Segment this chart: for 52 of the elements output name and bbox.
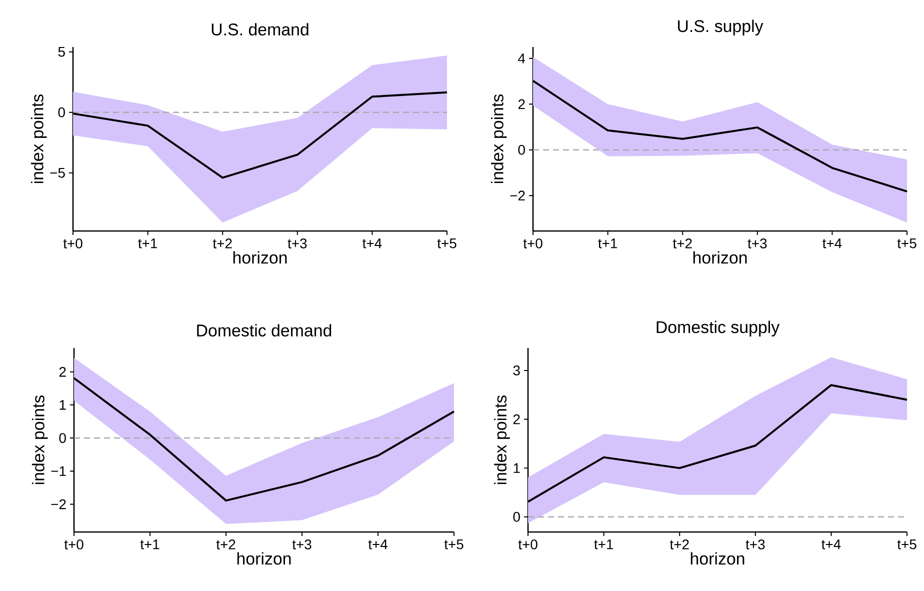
x-tick-label: t+1 — [138, 238, 158, 248]
x-tick-label: t+0 — [64, 540, 84, 550]
y-tick-label: 1 — [60, 400, 66, 410]
y-axis-title: index points — [490, 94, 507, 184]
x-tick-label: t+1 — [598, 238, 618, 248]
y-tick-label: 0 — [513, 512, 520, 522]
y-tick-label: 0 — [518, 144, 525, 155]
x-tick-label: t+1 — [594, 540, 614, 550]
x-tick-label: t+0 — [63, 238, 82, 248]
x-tick-label: t+4 — [822, 238, 842, 248]
chart-title: Domestic demand — [197, 324, 332, 337]
chart-title: Domestic supply — [656, 320, 780, 336]
y-tick-label: −2 — [51, 499, 66, 510]
x-tick-label: t+4 — [822, 540, 841, 550]
y-tick-label: 0 — [59, 433, 66, 443]
x-tick-label: t+3 — [288, 238, 307, 248]
x-axis-title: horizon — [237, 552, 291, 565]
x-tick-label: t+5 — [897, 540, 916, 550]
x-tick-label: t+5 — [437, 238, 456, 248]
y-tick-label: 5 — [58, 46, 65, 57]
x-tick-label: t+5 — [444, 540, 464, 550]
y-tick-label: −2 — [510, 190, 525, 200]
y-tick-label: −5 — [50, 168, 65, 178]
chart-title: U.S. supply — [678, 20, 764, 36]
y-tick-label: 2 — [518, 99, 525, 110]
y-axis-title: index points — [494, 395, 510, 484]
x-tick-label: t+2 — [216, 540, 236, 550]
x-axis-title: horizon — [690, 552, 744, 565]
x-tick-label: t+5 — [897, 238, 916, 248]
chart-title: U.S. demand — [212, 23, 308, 36]
y-axis-title: index points — [30, 94, 47, 184]
x-tick-label: t+0 — [523, 238, 542, 248]
x-tick-label: t+2 — [212, 238, 232, 248]
y-tick-label: 1 — [514, 463, 520, 473]
y-tick-label: 4 — [518, 54, 526, 64]
x-tick-label: t+3 — [746, 540, 765, 550]
x-tick-label: t+0 — [518, 540, 538, 550]
y-tick-label: 3 — [513, 366, 520, 376]
y-tick-label: 0 — [58, 107, 65, 118]
y-axis-title: index points — [32, 395, 48, 484]
x-tick-label: t+1 — [140, 540, 160, 550]
y-tick-label: 2 — [59, 366, 66, 377]
x-axis-title: horizon — [233, 251, 287, 264]
x-tick-label: t+2 — [670, 540, 689, 550]
x-tick-label: t+4 — [368, 540, 388, 550]
y-tick-label: 2 — [513, 414, 520, 424]
x-tick-label: t+3 — [292, 540, 312, 550]
x-tick-label: t+4 — [362, 238, 382, 248]
y-tick-label: −1 — [51, 466, 66, 476]
x-tick-label: t+2 — [672, 238, 692, 248]
x-axis-title: horizon — [693, 251, 747, 264]
x-tick-label: t+3 — [748, 238, 767, 248]
